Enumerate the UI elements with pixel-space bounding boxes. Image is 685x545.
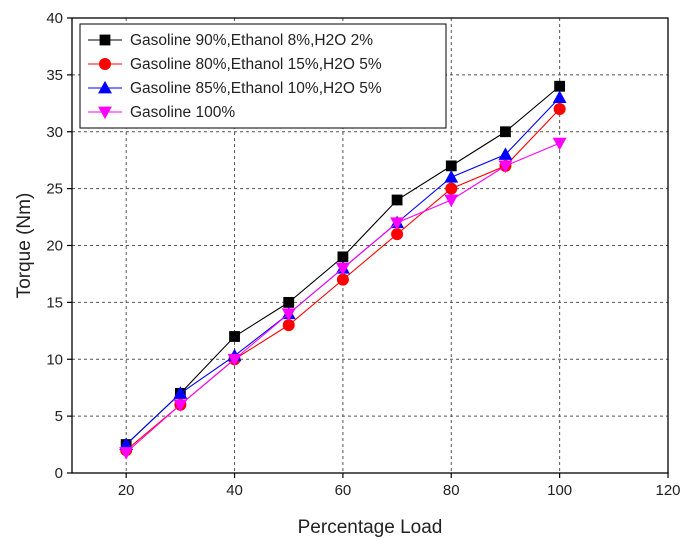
- data-point: [119, 447, 134, 460]
- data-point: [552, 137, 567, 151]
- series-4: [119, 137, 567, 460]
- data-point: [390, 217, 405, 230]
- data-point: [445, 160, 457, 172]
- x-tick-label: 20: [118, 482, 135, 499]
- data-point: [283, 296, 295, 308]
- data-point: [99, 58, 112, 71]
- y-tick-label: 15: [46, 294, 63, 311]
- data-point: [173, 399, 188, 412]
- data-point: [336, 273, 349, 286]
- data-point: [337, 251, 349, 263]
- data-point: [227, 353, 242, 367]
- data-point: [98, 106, 112, 120]
- y-tick-label: 35: [46, 67, 63, 84]
- data-point: [281, 308, 296, 321]
- legend-label: Gasoline 85%,Ethanol 10%,H2O 5%: [130, 80, 382, 97]
- series-layer: [119, 80, 567, 460]
- x-tick-label: 100: [547, 482, 572, 499]
- data-point: [552, 90, 567, 104]
- y-tick-label: 30: [46, 124, 63, 141]
- grid: [72, 18, 668, 473]
- x-tick-label: 60: [335, 482, 352, 499]
- legend-label: Gasoline 90%,Ethanol 8%,H2O 2%: [130, 32, 373, 49]
- y-tick-label: 25: [46, 181, 63, 198]
- x-tick-label: 40: [226, 482, 243, 499]
- axis-ticks: 20 40 60 80 100 120 0 5 10 15 20 25 30 35 40: [46, 10, 680, 499]
- y-axis-title: Torque (Nm): [14, 193, 35, 299]
- legend-item: Gasoline 90%,Ethanol 8%,H2O 2%: [88, 32, 373, 49]
- data-point: [445, 182, 458, 195]
- x-axis-title: Percentage Load: [298, 517, 443, 538]
- data-point: [98, 80, 112, 94]
- data-point: [553, 103, 566, 116]
- data-point: [335, 262, 350, 276]
- data-point: [173, 386, 188, 399]
- data-point: [500, 126, 511, 138]
- data-point: [99, 34, 111, 46]
- data-point: [282, 319, 295, 332]
- legend: Gasoline 90%,Ethanol 8%,H2O 2% Gasoline 8…: [79, 23, 447, 129]
- legend-item: Gasoline 85%,Ethanol 10%,H2O 5%: [88, 80, 382, 97]
- legend-item: Gasoline 80%,Ethanol 15%,H2O 5%: [88, 56, 382, 73]
- legend-box: [79, 23, 447, 129]
- y-tick-label: 10: [46, 351, 63, 368]
- y-tick-label: 0: [55, 465, 63, 482]
- series-line: [125, 142, 560, 453]
- data-point: [554, 80, 566, 92]
- x-tick-label: 120: [655, 482, 680, 499]
- data-point: [498, 147, 513, 160]
- data-point: [229, 331, 240, 342]
- x-tick-label: 80: [443, 482, 460, 499]
- data-point: [391, 228, 404, 241]
- y-tick-label: 20: [46, 238, 63, 255]
- data-point: [444, 170, 459, 183]
- legend-label: Gasoline 100%: [130, 104, 235, 121]
- y-tick-label: 5: [55, 408, 63, 425]
- data-point: [444, 194, 459, 208]
- legend-label: Gasoline 80%,Ethanol 15%,H2O 5%: [130, 56, 382, 73]
- data-point: [498, 160, 513, 173]
- legend-item: Gasoline 100%: [88, 104, 235, 121]
- y-tick-label: 40: [46, 10, 63, 27]
- data-point: [391, 194, 403, 206]
